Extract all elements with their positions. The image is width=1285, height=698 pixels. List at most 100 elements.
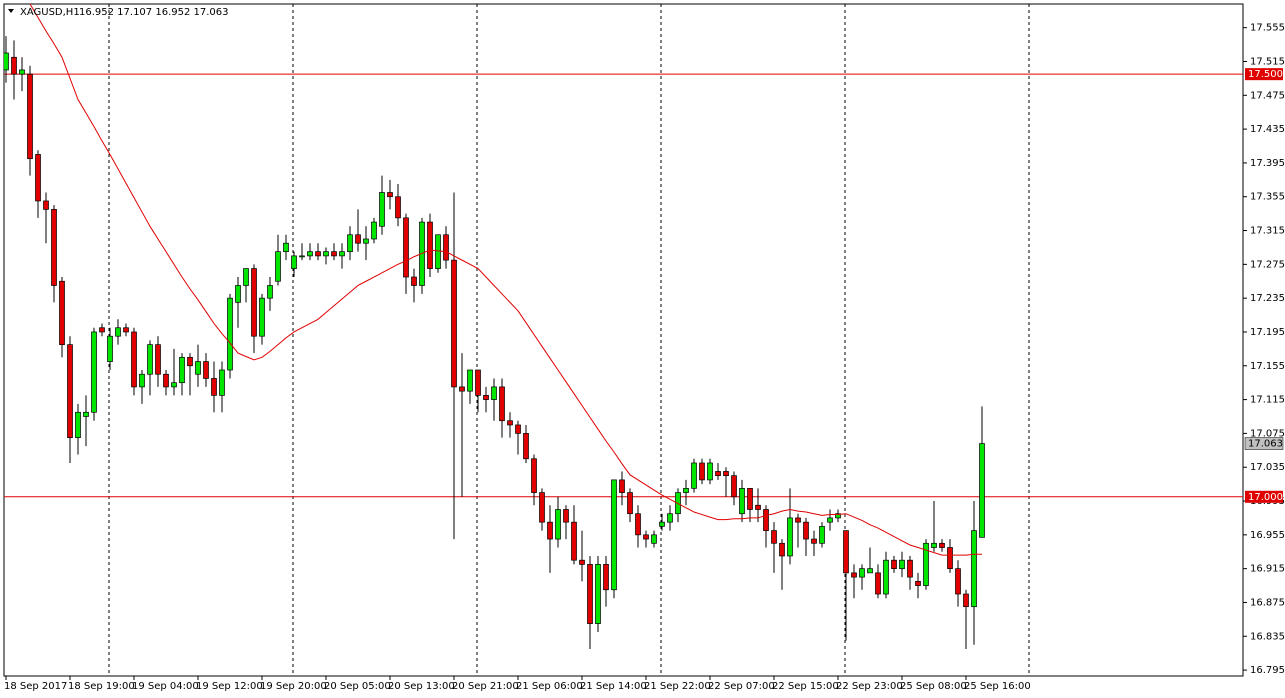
candle-body [907,559,913,578]
candle-body [123,327,129,333]
candle-body [923,542,929,586]
candle-body [387,192,393,198]
candle-body [43,200,49,210]
y-tick-label: 17.035 [1250,462,1285,473]
y-tick-label: 17.395 [1250,158,1285,169]
candle-body [579,559,585,565]
candle-body [27,73,33,160]
y-tick-label: 16.955 [1250,530,1285,541]
x-tick-label: 21 Sep 14:00 [580,681,647,692]
candle-body [435,234,441,269]
candle-body [555,509,561,540]
x-tick-label: 20 Sep 13:00 [388,681,455,692]
candle-body [619,479,625,493]
y-tick-label: 17.195 [1250,327,1285,338]
candle-body [267,285,273,299]
candle-body [459,386,465,392]
candle-body [547,521,553,540]
candle-body [507,420,513,426]
candle-body [499,386,505,422]
candle-body [707,462,713,481]
candle-body [243,268,249,286]
candle-body [131,331,137,388]
candle-body [339,251,345,257]
candle-body [763,509,769,531]
x-tick-label: 21 Sep 06:00 [516,681,583,692]
x-tick-label: 22 Sep 23:00 [836,681,903,692]
x-tick-label: 19 Sep 20:00 [260,681,327,692]
candle-body [699,462,705,481]
candle-body [979,443,985,538]
last-price-box [1244,437,1284,450]
candle-body [867,568,873,574]
candle-body [227,297,233,371]
candle-body [571,521,577,561]
hline-label: 17.000 [1248,492,1283,503]
candle-body [299,255,305,258]
candle-body [611,479,617,591]
candle-body [235,285,241,303]
candle-body [947,547,953,569]
x-tick-label: 18 Sep 19:00 [68,681,135,692]
candle-body [915,580,921,586]
candle-body [107,335,113,362]
candle-body [771,530,777,544]
candle-body [603,564,609,591]
candle-body [515,424,521,434]
candle-body [491,386,497,400]
candle-body [899,559,905,569]
candle-body [803,521,809,540]
y-tick-label: 16.915 [1250,564,1285,575]
candle-body [187,356,193,367]
candle-body [851,572,857,578]
candle-body [179,356,185,384]
candle-body [75,411,81,438]
candle-body [195,361,201,375]
menu-arrow [8,9,14,13]
candle-body [683,487,689,493]
ohlc-quote: 16.952 17.107 16.952 17.063 [79,7,229,18]
candle-body [595,564,601,624]
moving-average [29,4,982,556]
x-tick-label: 19 Sep 04:00 [132,681,199,692]
candle-body [251,268,257,337]
candle-body [4,52,9,71]
candle-body [211,378,217,396]
y-tick-label: 17.235 [1250,293,1285,304]
candle-body [971,530,977,608]
candle-body [67,344,73,438]
candle-body [51,209,57,286]
y-tick-label: 16.875 [1250,597,1285,608]
candle-body [787,517,793,557]
x-tick-label: 18 Sep 2017 [4,681,67,692]
candle-body [395,196,401,219]
candle-body [563,509,569,523]
plot-frame [3,3,1244,677]
candle-body [259,297,265,337]
candle-body [539,492,545,523]
candle-body [147,344,153,375]
x-tick-label: 22 Sep 15:00 [772,681,839,692]
candle-body [883,559,889,595]
candle-body [587,564,593,624]
y-tick-label: 17.515 [1250,56,1285,67]
candle-body [323,251,329,257]
candle-body [755,504,761,510]
x-tick-label: 22 Sep 07:00 [708,681,775,692]
x-tick-label: 21 Sep 22:00 [644,681,711,692]
candle-body [835,513,841,519]
last-price-label: 17.063 [1248,439,1283,450]
candle-body [83,411,89,417]
hline-label: 17.500 [1248,69,1283,80]
y-tick-label: 16.795 [1250,665,1285,676]
candle-body [155,344,161,375]
candle-body [779,542,785,557]
candle-body [59,280,65,345]
candle-body [723,471,729,477]
candle-body [523,433,529,460]
y-tick-label: 17.155 [1250,361,1285,372]
candle-body [827,517,833,523]
candle-body [691,462,697,489]
y-tick-label: 17.435 [1250,124,1285,135]
